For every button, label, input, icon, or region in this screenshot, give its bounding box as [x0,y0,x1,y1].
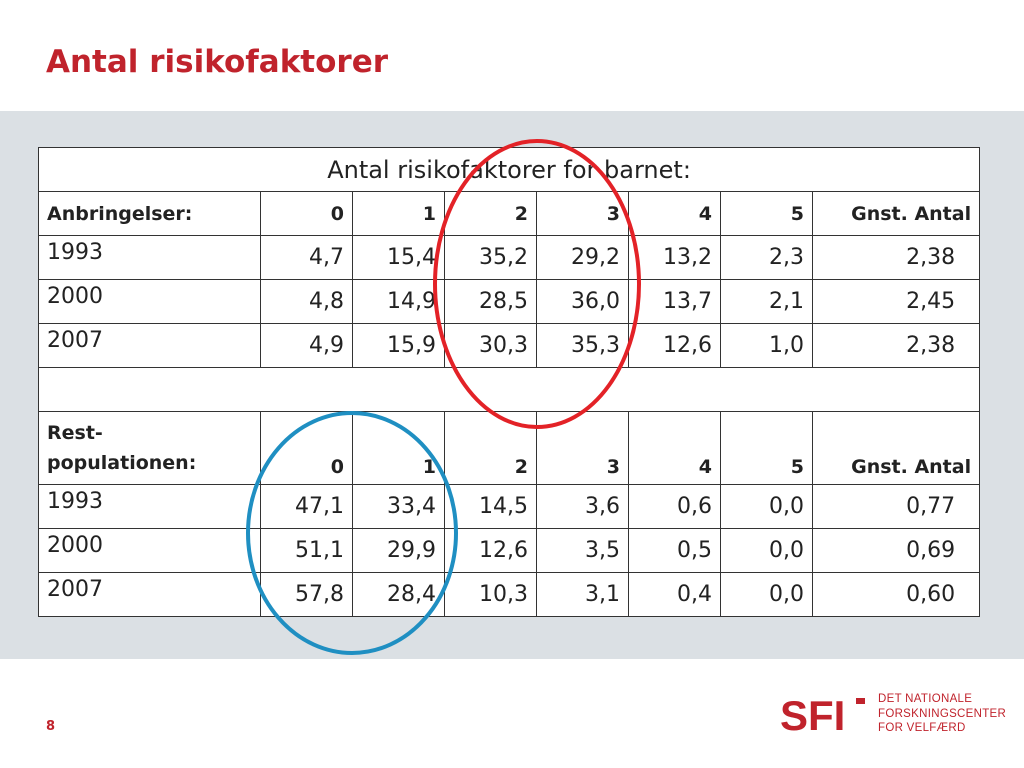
column-header-average: Gnst. Antal [811,191,981,236]
table-cell: 28,5 [444,279,537,324]
table-caption: Antal risikofaktorer for barnet: [37,147,981,192]
logo-text-line: DET NATIONALE [878,693,973,705]
row-year: 1993 [38,484,261,529]
table-cell: 15,4 [352,235,445,280]
logo-text: DET NATIONALE FORSKNINGSCENTER FOR VELFÆ… [878,692,1006,736]
table-row: 2000 51,1 29,9 12,6 3,5 0,5 0,0 0,69 [38,528,981,573]
group-label-anbringelser: Anbringelser: [38,191,261,236]
table-cell: 2,3 [720,235,813,280]
logo-text-line: FOR VELFÆRD [878,722,966,734]
row-year: 2000 [38,279,261,324]
column-header: 0 [260,191,353,236]
row-year: 2007 [38,572,261,617]
column-header: 3 [536,411,629,485]
table-cell: 3,5 [536,528,629,573]
table-cell: 12,6 [628,323,721,368]
table-row: 1993 4,7 15,4 35,2 29,2 13,2 2,3 2,38 [38,235,981,280]
table-cell-average: 0,60 [811,572,981,617]
table-cell-average: 2,38 [811,235,981,280]
table-row: 2000 4,8 14,9 28,5 36,0 13,7 2,1 2,45 [38,279,981,324]
table-cell-average: 2,38 [811,323,981,368]
row-year: 2000 [38,528,261,573]
header-row-restpopulation: Rest-populationen: 0 1 2 3 4 5 Gnst. Ant… [38,411,981,485]
slide-title: Antal risikofaktorer [46,44,389,80]
table-cell: 33,4 [352,484,445,529]
column-header: 4 [628,411,721,485]
spacer-cell [37,367,981,412]
group-label-restpopulation: Rest-populationen: [38,411,261,485]
table-cell: 28,4 [352,572,445,617]
table-cell: 12,6 [444,528,537,573]
row-year: 2007 [38,323,261,368]
table-cell: 10,3 [444,572,537,617]
risk-factor-table: Antal risikofaktorer for barnet: Anbring… [37,147,981,617]
column-header: 2 [444,191,537,236]
table-cell: 1,0 [720,323,813,368]
column-header-average: Gnst. Antal [811,411,981,485]
sfi-logo-mark: SFI [780,692,865,738]
table-cell: 4,9 [260,323,353,368]
logo-text-line: FORSKNINGSCENTER [878,707,1007,720]
group-label-line: populationen: [47,452,197,474]
table-caption-row: Antal risikofaktorer for barnet: [37,147,981,192]
table-cell: 35,2 [444,235,537,280]
column-header: 5 [720,191,813,236]
table-cell: 0,4 [628,572,721,617]
page-number: 8 [46,719,56,734]
table-cell: 47,1 [260,484,353,529]
column-header: 1 [352,191,445,236]
table-cell: 0,0 [720,528,813,573]
table-cell: 29,9 [352,528,445,573]
table-cell: 4,7 [260,235,353,280]
table-row: 2007 57,8 28,4 10,3 3,1 0,4 0,0 0,60 [38,572,981,617]
table-cell: 14,9 [352,279,445,324]
sfi-logo-lettering: SFI [780,692,845,738]
table-cell: 3,6 [536,484,629,529]
table-cell: 0,0 [720,572,813,617]
group-label-line: Rest- [47,422,103,444]
table-row: 2007 4,9 15,9 30,3 35,3 12,6 1,0 2,38 [38,323,981,368]
spacer-row [37,367,981,412]
column-header: 2 [444,411,537,485]
sfi-logo-accent [856,698,865,704]
table-cell: 0,0 [720,484,813,529]
table-cell: 13,2 [628,235,721,280]
table-cell: 36,0 [536,279,629,324]
table-cell: 51,1 [260,528,353,573]
table-cell: 13,7 [628,279,721,324]
column-header: 3 [536,191,629,236]
table-cell-average: 0,69 [811,528,981,573]
column-header: 0 [260,411,353,485]
row-year: 1993 [38,235,261,280]
table-row: 1993 47,1 33,4 14,5 3,6 0,6 0,0 0,77 [38,484,981,529]
table-cell: 0,6 [628,484,721,529]
table-cell: 2,1 [720,279,813,324]
column-header: 1 [352,411,445,485]
table-cell: 3,1 [536,572,629,617]
column-header: 5 [720,411,813,485]
table-cell: 29,2 [536,235,629,280]
table-cell: 4,8 [260,279,353,324]
column-header: 4 [628,191,721,236]
table-cell-average: 2,45 [811,279,981,324]
table-cell: 30,3 [444,323,537,368]
table-cell: 15,9 [352,323,445,368]
table-cell: 14,5 [444,484,537,529]
table-cell: 35,3 [536,323,629,368]
header-row-anbringelser: Anbringelser: 0 1 2 3 4 5 Gnst. Antal [38,191,981,236]
sfi-logo: SFI DET NATIONALE FORSKNINGSCENTER FOR V… [780,692,1010,738]
table-cell-average: 0,77 [811,484,981,529]
table-cell: 0,5 [628,528,721,573]
table-cell: 57,8 [260,572,353,617]
